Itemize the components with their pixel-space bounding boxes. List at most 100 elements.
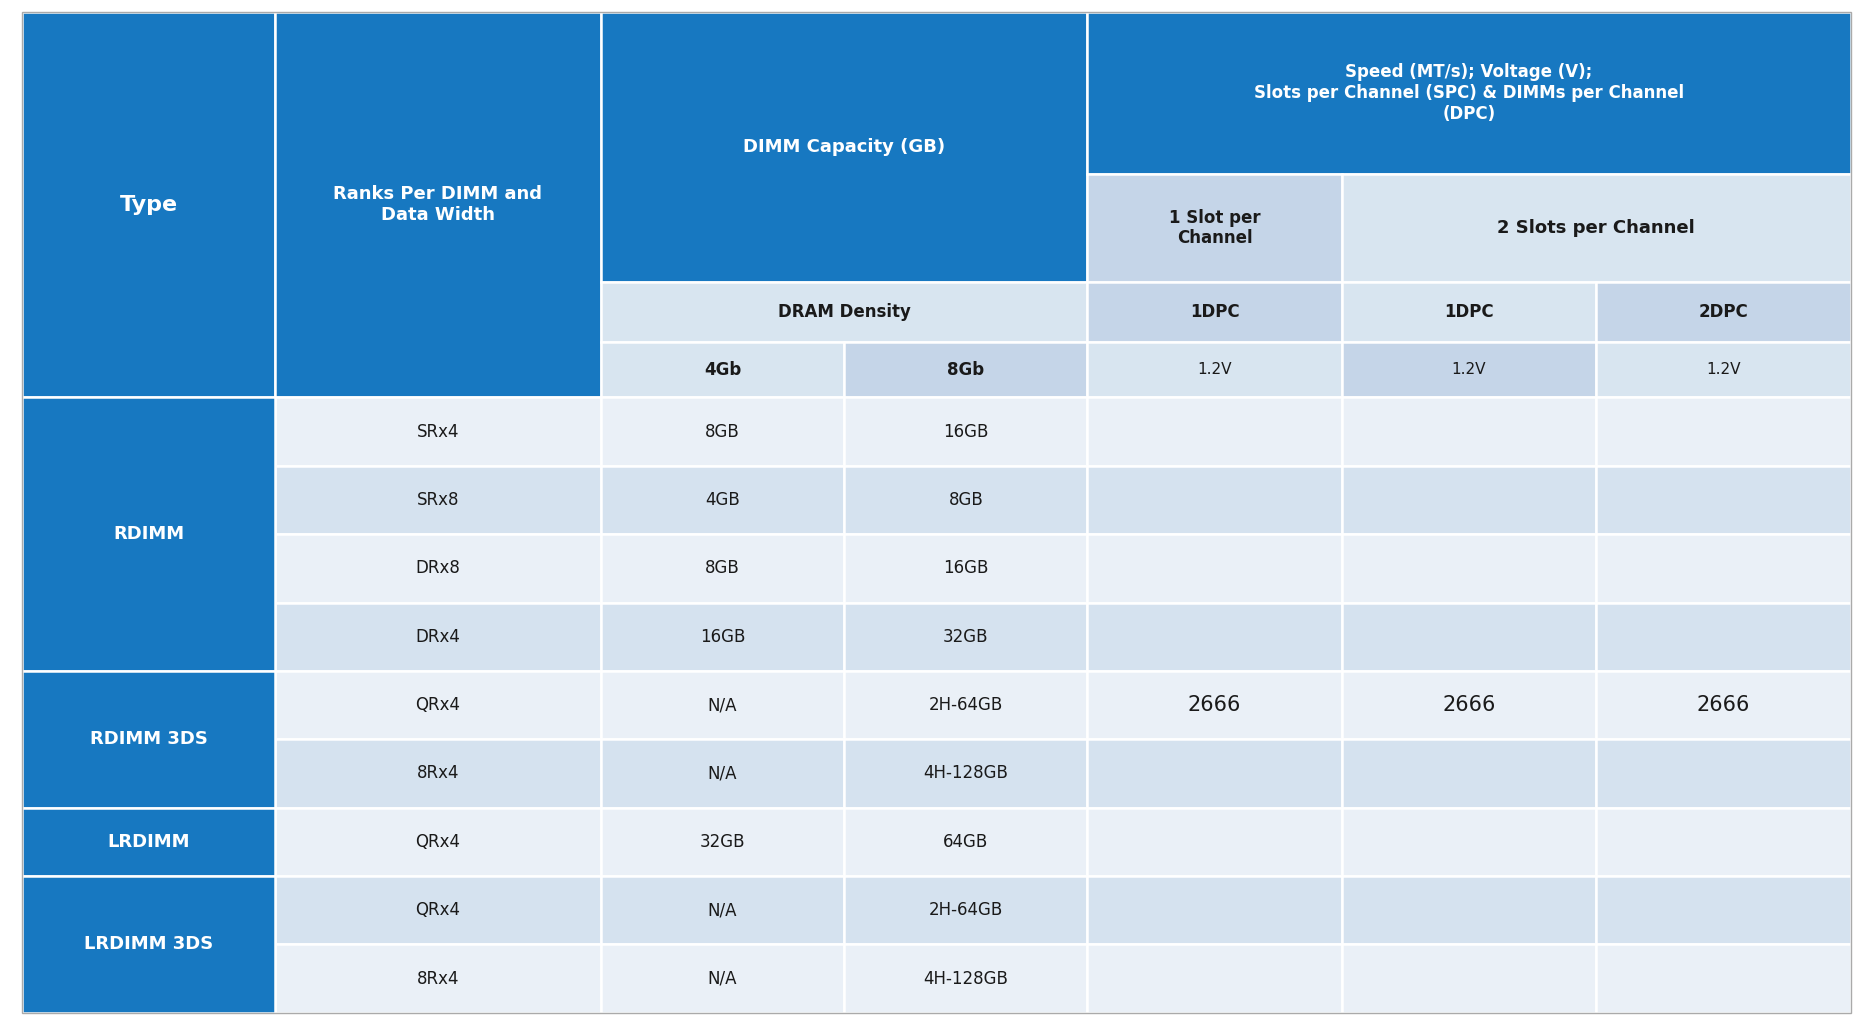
Bar: [1341, 671, 1596, 739]
Bar: [1596, 671, 1851, 739]
Bar: [275, 944, 601, 1013]
Bar: [845, 534, 1088, 603]
Bar: [1596, 465, 1851, 534]
Text: Type: Type: [120, 195, 178, 215]
Text: 64GB: 64GB: [944, 832, 989, 851]
Text: 32GB: 32GB: [701, 832, 745, 851]
Bar: [845, 671, 1088, 739]
Bar: [1088, 603, 1341, 671]
Bar: [1341, 944, 1596, 1013]
Text: 32GB: 32GB: [942, 627, 989, 646]
Bar: [1596, 808, 1851, 876]
Bar: [1341, 465, 1596, 534]
Text: 2 Slots per Channel: 2 Slots per Channel: [1497, 219, 1695, 237]
Text: DRx8: DRx8: [416, 560, 461, 577]
Bar: [1341, 534, 1596, 603]
Bar: [1088, 174, 1341, 282]
Bar: [1341, 398, 1596, 465]
Bar: [275, 603, 601, 671]
Bar: [845, 603, 1088, 671]
Text: LRDIMM: LRDIMM: [107, 832, 189, 851]
Text: Speed (MT/s); Voltage (V);
Slots per Channel (SPC) & DIMMs per Channel
(DPC): Speed (MT/s); Voltage (V); Slots per Cha…: [1253, 64, 1684, 123]
Text: SRx4: SRx4: [416, 422, 459, 441]
Bar: [275, 671, 601, 739]
Text: LRDIMM 3DS: LRDIMM 3DS: [84, 936, 214, 953]
Text: 8GB: 8GB: [704, 560, 740, 577]
Text: 2666: 2666: [1187, 695, 1242, 715]
Bar: [1341, 282, 1596, 341]
Text: N/A: N/A: [708, 901, 738, 919]
Text: 2666: 2666: [1442, 695, 1497, 715]
Bar: [1088, 465, 1341, 534]
Text: 1DPC: 1DPC: [1189, 302, 1240, 321]
Bar: [275, 739, 601, 808]
Text: 1DPC: 1DPC: [1444, 302, 1495, 321]
Bar: [1341, 876, 1596, 944]
Bar: [845, 739, 1088, 808]
Bar: [601, 341, 845, 398]
Bar: [1341, 808, 1596, 876]
Bar: [601, 671, 845, 739]
Bar: [1596, 603, 1851, 671]
Bar: [22, 12, 275, 398]
Text: 8GB: 8GB: [948, 491, 983, 509]
Bar: [1088, 282, 1341, 341]
Bar: [1088, 12, 1851, 174]
Text: Ranks Per DIMM and
Data Width: Ranks Per DIMM and Data Width: [333, 186, 543, 224]
Bar: [601, 12, 1088, 282]
Text: 8Rx4: 8Rx4: [416, 765, 459, 782]
Bar: [601, 876, 845, 944]
Text: RDIMM 3DS: RDIMM 3DS: [90, 730, 208, 748]
Bar: [1341, 341, 1596, 398]
Bar: [601, 465, 845, 534]
Bar: [1596, 739, 1851, 808]
Bar: [1088, 398, 1341, 465]
Bar: [275, 465, 601, 534]
Text: 4GB: 4GB: [704, 491, 740, 509]
Text: 2H-64GB: 2H-64GB: [929, 901, 1002, 919]
Text: 1 Slot per
Channel: 1 Slot per Channel: [1169, 208, 1261, 247]
Bar: [1088, 534, 1341, 603]
Text: QRx4: QRx4: [416, 901, 461, 919]
Bar: [845, 944, 1088, 1013]
Bar: [275, 876, 601, 944]
Bar: [1341, 739, 1596, 808]
Bar: [601, 944, 845, 1013]
Text: 2DPC: 2DPC: [1699, 302, 1748, 321]
Text: QRx4: QRx4: [416, 832, 461, 851]
Text: 8Rx4: 8Rx4: [416, 970, 459, 987]
Text: 8Gb: 8Gb: [948, 361, 985, 378]
Bar: [275, 534, 601, 603]
Text: 8GB: 8GB: [704, 422, 740, 441]
Bar: [1341, 603, 1596, 671]
Bar: [601, 282, 1088, 341]
Bar: [845, 398, 1088, 465]
Text: 1.2V: 1.2V: [1197, 362, 1232, 377]
Text: QRx4: QRx4: [416, 696, 461, 714]
Bar: [1596, 876, 1851, 944]
Text: 1.2V: 1.2V: [1706, 362, 1740, 377]
Bar: [845, 341, 1088, 398]
Bar: [1088, 944, 1341, 1013]
Text: DRAM Density: DRAM Density: [777, 302, 910, 321]
Text: 2666: 2666: [1697, 695, 1749, 715]
Text: 4Gb: 4Gb: [704, 361, 742, 378]
Bar: [275, 808, 601, 876]
Bar: [22, 398, 275, 671]
Bar: [601, 739, 845, 808]
Bar: [22, 876, 275, 1013]
Text: N/A: N/A: [708, 970, 738, 987]
Bar: [601, 398, 845, 465]
Bar: [1341, 174, 1851, 282]
Bar: [1088, 739, 1341, 808]
Text: 4H-128GB: 4H-128GB: [923, 970, 1008, 987]
Bar: [275, 398, 601, 465]
Bar: [845, 465, 1088, 534]
Bar: [22, 671, 275, 808]
Bar: [1596, 534, 1851, 603]
Bar: [275, 12, 601, 398]
Text: DIMM Capacity (GB): DIMM Capacity (GB): [744, 138, 946, 156]
Bar: [1596, 944, 1851, 1013]
Text: 16GB: 16GB: [944, 422, 989, 441]
Bar: [1088, 341, 1341, 398]
